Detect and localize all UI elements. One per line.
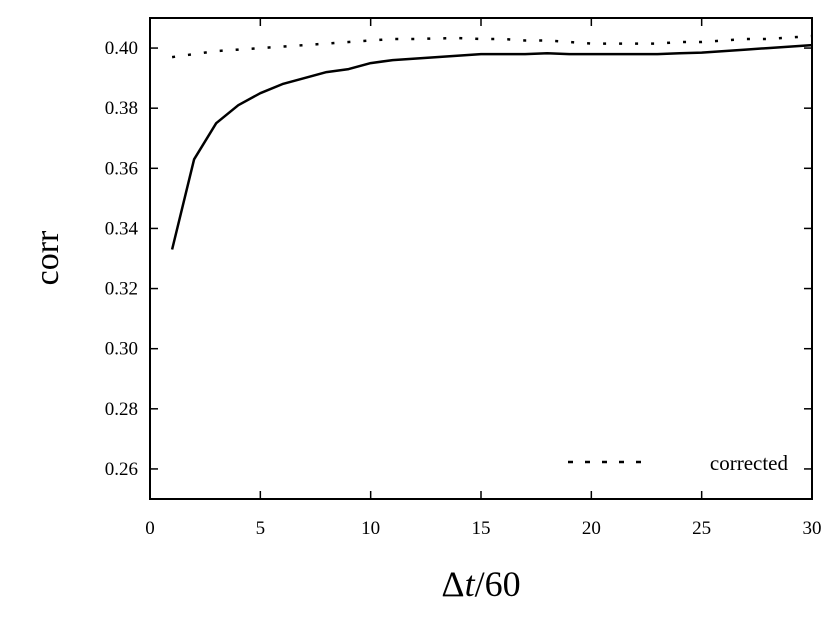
series-line-0	[170, 43, 813, 250]
x-tick-label: 15	[472, 518, 491, 539]
y-tick-label: 0.30	[105, 339, 138, 360]
y-axis-title: corr	[29, 230, 66, 285]
y-tick-label: 0.40	[105, 38, 138, 59]
x-tick-label: 30	[803, 518, 822, 539]
x-tick-label: 5	[256, 518, 266, 539]
x-axis: 0 5 10 15 20 25 30	[145, 18, 822, 539]
x-axis-title-suffix: /60	[475, 564, 521, 604]
legend-label-corrected: corrected	[710, 451, 789, 475]
y-tick-label: 0.26	[105, 459, 138, 480]
series-layer	[170, 34, 813, 250]
x-axis-title-variable: t	[465, 564, 476, 604]
y-tick-label: 0.38	[105, 98, 138, 119]
series-line-corrected	[171, 34, 813, 59]
x-axis-title-symbol: Δ	[441, 564, 464, 604]
y-tick-label: 0.34	[105, 218, 139, 239]
y-axis: 0.26 0.28 0.30 0.32 0.34 0.36 0.38 0.40	[105, 38, 812, 480]
x-tick-label: 20	[582, 518, 601, 539]
y-tick-label: 0.32	[105, 279, 138, 300]
plot-border	[149, 17, 813, 500]
x-tick-label: 10	[361, 518, 380, 539]
y-tick-label: 0.36	[105, 158, 138, 179]
legend: corrected	[568, 451, 788, 475]
x-tick-label: 0	[145, 518, 155, 539]
x-axis-title: Δt/60	[441, 564, 520, 604]
plot-area	[149, 17, 813, 500]
y-tick-label: 0.28	[105, 399, 138, 420]
x-tick-label: 25	[692, 518, 711, 539]
